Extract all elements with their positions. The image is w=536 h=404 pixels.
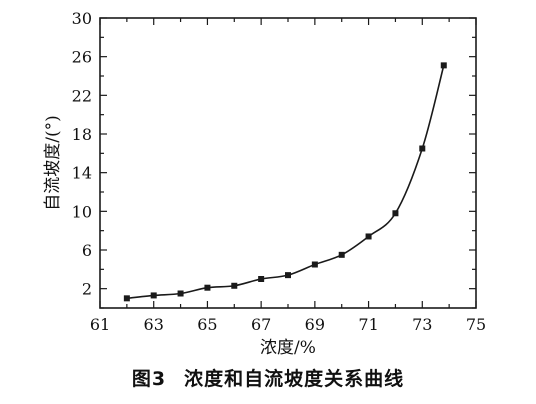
x-axis-label: 浓度/%	[260, 338, 316, 358]
x-tick-label: 75	[466, 315, 486, 334]
plot-frame	[99, 17, 477, 309]
data-point	[338, 251, 345, 258]
series-line	[126, 65, 445, 300]
x-tick-label: 63	[144, 315, 164, 334]
y-tick-label: 14	[72, 164, 92, 183]
data-markers	[123, 62, 447, 302]
x-tick-label: 67	[251, 315, 271, 334]
x-tick-label: 65	[197, 315, 217, 334]
figure-title: 浓度和自流坡度关系曲线	[184, 368, 405, 390]
data-point	[123, 295, 130, 302]
y-tick-label: 18	[72, 125, 92, 144]
data-point	[177, 290, 184, 297]
y-axis-label: 自流坡度/(°)	[43, 115, 63, 211]
data-point	[285, 272, 291, 279]
data-point	[258, 276, 265, 282]
data-point	[419, 145, 426, 152]
x-tick-labels: 61 63 65 67 69 71 73 75	[90, 315, 486, 334]
y-tick-label: 30	[72, 9, 92, 28]
data-point	[150, 292, 157, 299]
x-tick-label: 61	[90, 315, 110, 334]
figure-number: 图3	[131, 368, 167, 390]
x-tick-label: 71	[358, 315, 378, 334]
data-point	[392, 210, 399, 217]
data-point	[231, 282, 238, 289]
y-tick-label: 6	[82, 241, 92, 260]
x-tick-label: 69	[305, 315, 325, 334]
x-tick-label: 73	[412, 315, 432, 334]
axis-ticks	[99, 17, 477, 309]
y-tick-label: 10	[72, 202, 92, 221]
data-point	[365, 233, 372, 240]
data-point	[204, 284, 211, 291]
figure-caption: 图3 浓度和自流坡度关系曲线	[0, 364, 536, 391]
y-tick-label: 26	[72, 48, 92, 67]
data-point	[440, 62, 447, 69]
data-point	[311, 261, 318, 268]
y-tick-label: 22	[72, 86, 92, 105]
y-tick-label: 2	[82, 280, 92, 299]
